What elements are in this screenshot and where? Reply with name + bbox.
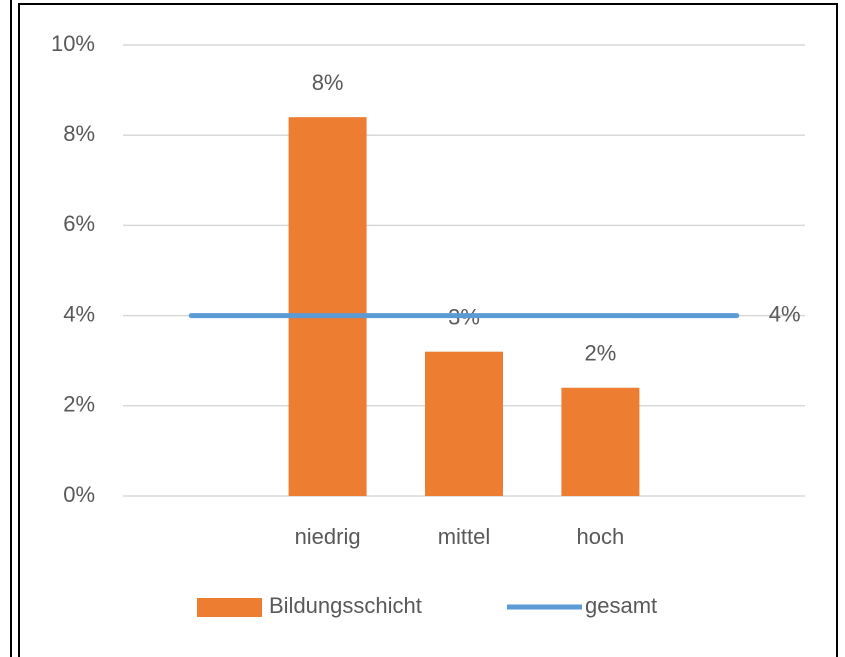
legend-label: Bildungsschicht <box>269 593 422 618</box>
y-tick-label: 8% <box>63 121 95 146</box>
data-label: 8% <box>312 70 344 95</box>
y-tick-label: 0% <box>63 482 95 507</box>
data-label: 4% <box>769 301 801 326</box>
y-tick-label: 4% <box>63 301 95 326</box>
x-tick-label: mittel <box>438 524 491 549</box>
x-tick-label: niedrig <box>295 524 361 549</box>
y-tick-label: 2% <box>63 392 95 417</box>
y-tick-label: 10% <box>51 31 95 56</box>
legend-swatch <box>197 598 262 617</box>
bar <box>288 117 367 496</box>
bar <box>425 351 503 496</box>
frame <box>18 3 838 657</box>
data-label: 2% <box>585 341 617 366</box>
y-tick-label: 6% <box>63 211 95 236</box>
x-tick-label: hoch <box>577 524 625 549</box>
legend-label: gesamt <box>585 593 657 618</box>
bar <box>561 387 640 496</box>
